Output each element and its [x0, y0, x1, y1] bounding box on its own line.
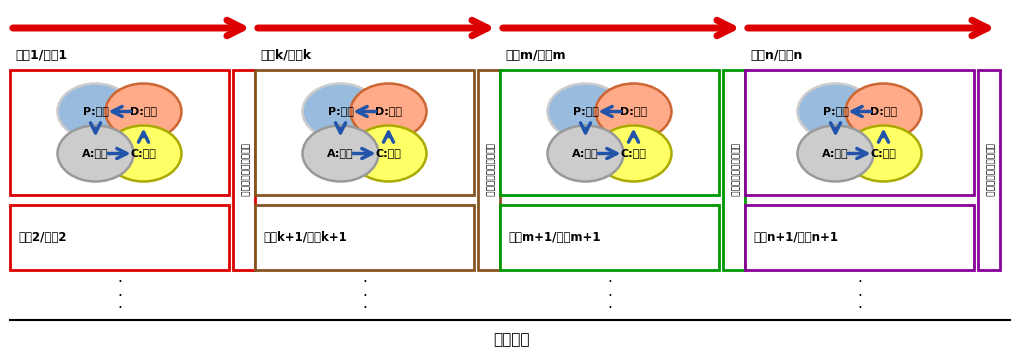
Text: D:試験: D:試験 [130, 106, 157, 116]
Text: ·: · [362, 275, 367, 290]
Text: ·: · [607, 289, 612, 304]
Ellipse shape [797, 126, 874, 181]
Text: C:調査: C:調査 [621, 148, 646, 158]
Ellipse shape [845, 83, 922, 140]
Text: ·: · [857, 275, 862, 290]
Ellipse shape [797, 83, 874, 140]
Text: ·: · [607, 301, 612, 317]
Bar [745, 70, 974, 195]
Text: 機能m/部位m: 機能m/部位m [505, 49, 566, 62]
Ellipse shape [595, 83, 672, 140]
Text: 機能k/部位k: 機能k/部位k [260, 49, 311, 62]
Text: ·: · [857, 289, 862, 304]
Ellipse shape [105, 126, 182, 181]
Text: D:試験: D:試験 [870, 106, 897, 116]
Bar [255, 205, 474, 270]
Text: リグレッションテスト: リグレッションテスト [729, 143, 738, 197]
Text: C:調査: C:調査 [131, 148, 156, 158]
Bar [723, 70, 745, 270]
Text: A:改善: A:改善 [82, 148, 109, 158]
Text: P:設計: P:設計 [573, 106, 598, 116]
Text: P:設計: P:設計 [328, 106, 353, 116]
Text: A:改善: A:改善 [572, 148, 598, 158]
Text: 機能n/部位n: 機能n/部位n [750, 49, 803, 62]
Ellipse shape [845, 126, 922, 181]
Text: A:改善: A:改善 [327, 148, 354, 158]
Ellipse shape [547, 126, 624, 181]
Text: ·: · [607, 275, 612, 290]
Text: リグレッションテスト: リグレッションテスト [984, 143, 993, 197]
Text: 機能n+1/部位n+1: 機能n+1/部位n+1 [753, 231, 838, 244]
Text: P:設計: P:設計 [823, 106, 848, 116]
Text: ·: · [857, 301, 862, 317]
Ellipse shape [350, 83, 427, 140]
Text: 機能m+1/部位m+1: 機能m+1/部位m+1 [508, 231, 600, 244]
Text: C:調査: C:調査 [376, 148, 401, 158]
Text: 機能2/部位2: 機能2/部位2 [18, 231, 66, 244]
Text: ·: · [117, 275, 121, 290]
Text: ·: · [362, 289, 367, 304]
Text: ·: · [117, 289, 121, 304]
Text: D:試験: D:試験 [620, 106, 647, 116]
Text: 機能k+1/部位k+1: 機能k+1/部位k+1 [263, 231, 347, 244]
Ellipse shape [547, 83, 624, 140]
Bar [500, 70, 719, 195]
Ellipse shape [57, 83, 134, 140]
Bar [978, 70, 1000, 270]
Bar [10, 70, 229, 195]
Text: リグレッションテスト: リグレッションテスト [485, 143, 493, 197]
Ellipse shape [595, 126, 672, 181]
Bar [478, 70, 500, 270]
Text: A:改善: A:改善 [822, 148, 848, 158]
Bar [10, 205, 229, 270]
Text: ·: · [117, 301, 121, 317]
Bar [255, 70, 474, 195]
Text: D:試験: D:試験 [375, 106, 402, 116]
Text: 機能1/部位1: 機能1/部位1 [15, 49, 67, 62]
Ellipse shape [350, 126, 427, 181]
Text: 時間経過: 時間経過 [493, 333, 529, 348]
Text: ·: · [362, 301, 367, 317]
Text: C:調査: C:調査 [871, 148, 896, 158]
Ellipse shape [302, 126, 379, 181]
Bar [745, 205, 974, 270]
Ellipse shape [105, 83, 182, 140]
Ellipse shape [57, 126, 134, 181]
Text: リグレッションテスト: リグレッションテスト [240, 143, 248, 197]
Ellipse shape [302, 83, 379, 140]
Bar [500, 205, 719, 270]
Bar [233, 70, 255, 270]
Text: P:設計: P:設計 [83, 106, 108, 116]
